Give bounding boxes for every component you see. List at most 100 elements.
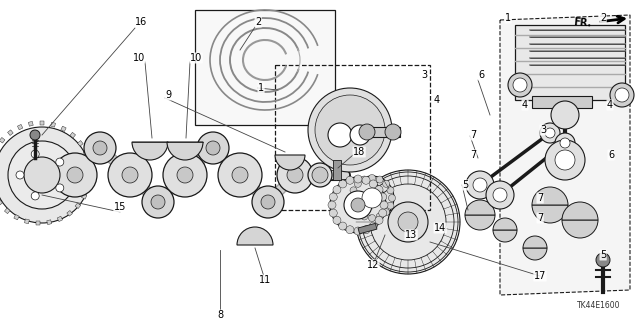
Bar — [67, 211, 72, 216]
Circle shape — [361, 176, 368, 183]
Bar — [61, 126, 66, 131]
Bar — [275, 65, 430, 210]
Circle shape — [277, 157, 313, 193]
Circle shape — [333, 186, 341, 194]
Bar — [51, 122, 56, 127]
Bar — [515, 25, 625, 100]
Circle shape — [388, 195, 396, 202]
Circle shape — [383, 180, 390, 187]
Circle shape — [369, 214, 376, 221]
Circle shape — [388, 202, 428, 242]
Circle shape — [379, 209, 387, 217]
Text: 3: 3 — [421, 70, 427, 80]
Wedge shape — [493, 230, 517, 242]
Circle shape — [344, 191, 372, 219]
Circle shape — [312, 167, 328, 183]
Circle shape — [545, 140, 585, 180]
Bar — [333, 160, 341, 180]
Text: 4: 4 — [522, 100, 528, 110]
Circle shape — [375, 216, 383, 224]
Circle shape — [466, 171, 494, 199]
Text: 7: 7 — [470, 130, 476, 140]
Wedge shape — [523, 248, 547, 260]
Bar — [87, 161, 92, 166]
Circle shape — [362, 188, 382, 208]
Circle shape — [379, 193, 387, 201]
Bar — [28, 122, 33, 126]
Circle shape — [383, 209, 390, 216]
Circle shape — [508, 73, 532, 97]
Circle shape — [330, 177, 386, 233]
Text: 4: 4 — [434, 95, 440, 105]
Circle shape — [333, 216, 341, 224]
Text: 16: 16 — [135, 17, 147, 27]
Text: 10: 10 — [190, 53, 202, 63]
Wedge shape — [132, 142, 168, 160]
Bar — [75, 203, 81, 209]
Circle shape — [350, 187, 357, 194]
Text: FR.: FR. — [573, 17, 592, 29]
Circle shape — [350, 176, 394, 220]
Bar — [8, 130, 13, 136]
Circle shape — [56, 184, 64, 192]
Circle shape — [398, 212, 418, 232]
Circle shape — [486, 181, 514, 209]
Circle shape — [24, 157, 60, 193]
Text: TK44E1600: TK44E1600 — [577, 301, 620, 310]
Bar — [83, 151, 88, 156]
Circle shape — [369, 222, 378, 230]
Wedge shape — [237, 227, 273, 245]
Circle shape — [387, 187, 394, 194]
Circle shape — [350, 202, 357, 209]
Text: 4: 4 — [607, 100, 613, 110]
Bar — [17, 124, 23, 130]
Bar — [14, 214, 19, 220]
Circle shape — [362, 176, 370, 184]
Circle shape — [361, 213, 368, 220]
Bar — [40, 121, 44, 125]
Circle shape — [31, 192, 39, 200]
Circle shape — [355, 180, 362, 187]
Circle shape — [328, 201, 336, 209]
Circle shape — [385, 124, 401, 140]
Circle shape — [177, 167, 193, 183]
Bar — [57, 216, 63, 222]
Text: 2: 2 — [600, 13, 606, 23]
Text: 18: 18 — [353, 147, 365, 157]
Circle shape — [355, 209, 362, 216]
Bar — [358, 223, 377, 234]
Circle shape — [375, 186, 383, 194]
Circle shape — [555, 133, 575, 153]
Circle shape — [328, 123, 352, 147]
Circle shape — [354, 227, 362, 235]
Circle shape — [252, 186, 284, 218]
Circle shape — [356, 170, 460, 274]
Circle shape — [67, 167, 83, 183]
Bar — [88, 173, 92, 177]
Text: 10: 10 — [132, 53, 145, 63]
Circle shape — [376, 213, 383, 220]
Circle shape — [163, 153, 207, 197]
Circle shape — [218, 153, 262, 197]
Bar — [77, 141, 83, 146]
Polygon shape — [500, 15, 630, 295]
Wedge shape — [532, 205, 568, 223]
Bar — [81, 194, 87, 199]
Text: 5: 5 — [462, 180, 468, 190]
Circle shape — [53, 153, 97, 197]
Text: 9: 9 — [165, 90, 171, 100]
Circle shape — [108, 153, 152, 197]
Text: 8: 8 — [217, 310, 223, 319]
Bar — [365, 127, 400, 137]
Wedge shape — [167, 142, 203, 160]
Circle shape — [473, 178, 487, 192]
Text: 12: 12 — [367, 260, 379, 270]
Wedge shape — [465, 215, 495, 230]
Wedge shape — [493, 218, 517, 230]
Circle shape — [16, 171, 24, 179]
Bar — [195, 10, 335, 125]
Circle shape — [151, 195, 165, 209]
Circle shape — [206, 141, 220, 155]
Circle shape — [0, 127, 90, 223]
Circle shape — [8, 141, 76, 209]
